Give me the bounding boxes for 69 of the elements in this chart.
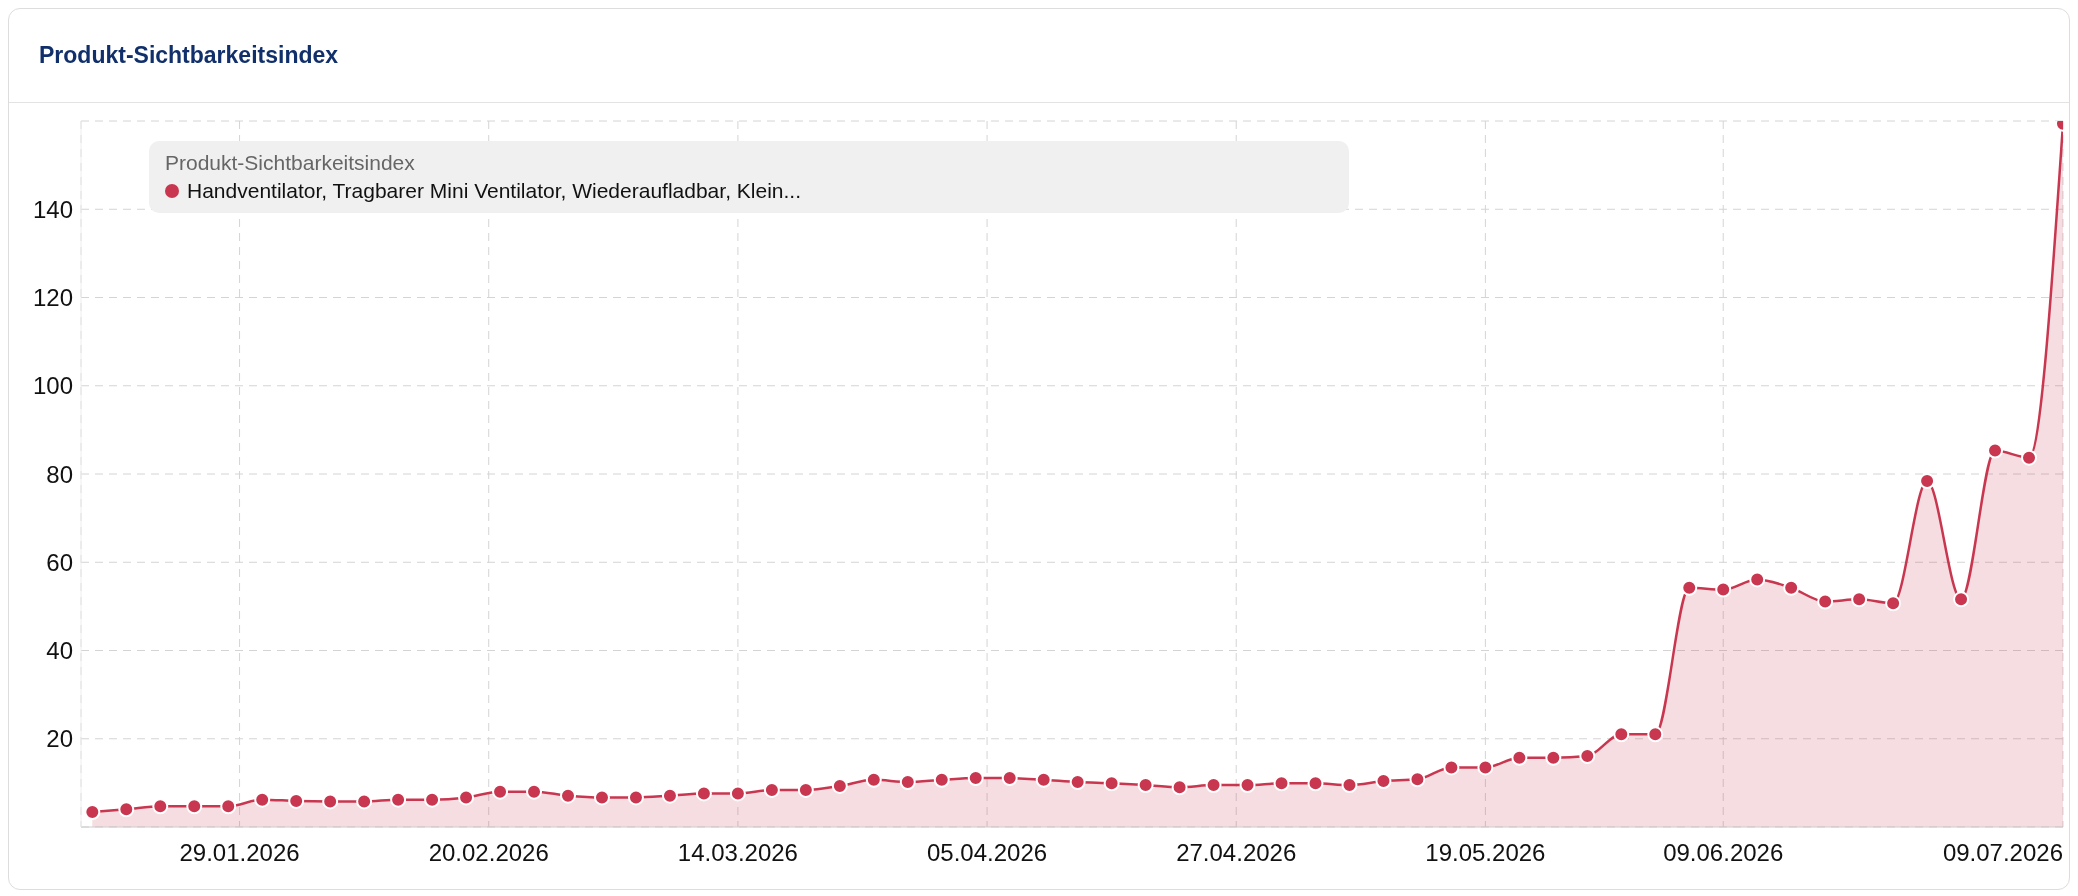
legend-label: Handventilator, Tragbarer Mini Ventilator, Wiederaufladbar, Klein... — [187, 179, 802, 203]
point — [118, 801, 135, 818]
point — [1749, 571, 1766, 588]
point — [84, 804, 101, 820]
point — [1987, 442, 2004, 459]
point — [1443, 759, 1460, 776]
point — [933, 771, 950, 788]
point — [1341, 777, 1358, 794]
point — [1817, 593, 1834, 610]
x-tick-label: 14.03.2026 — [677, 839, 798, 866]
point — [1273, 775, 1290, 792]
x-tick-label: 09.07.2026 — [1942, 839, 2063, 866]
x-tick-label: 29.01.2026 — [179, 839, 300, 866]
point — [1307, 775, 1324, 792]
point — [1205, 777, 1222, 794]
x-tick-label: 05.04.2026 — [926, 839, 1048, 866]
x-tick-label: 09.06.2026 — [1663, 839, 1784, 866]
point — [1035, 771, 1052, 788]
point — [627, 789, 644, 806]
point — [2021, 449, 2038, 466]
y-tick-label: 120 — [32, 284, 73, 312]
point — [1171, 779, 1188, 796]
point — [1409, 771, 1426, 788]
point — [1953, 591, 1970, 608]
point — [661, 787, 678, 804]
point — [729, 785, 746, 802]
legend-title: Produkt-Sichtbarkeitsindex — [165, 151, 416, 175]
point — [1103, 775, 1120, 792]
x-tick-label: 19.05.2026 — [1425, 839, 1546, 866]
point — [1715, 581, 1732, 598]
point — [1647, 726, 1664, 743]
point — [1613, 726, 1630, 743]
legend-panel: Produkt-Sichtbarkeitsindex Handventilator, Tragbarer Mini Ventilator, Wiederaufladbar, Klein... — [149, 141, 1349, 213]
point — [322, 793, 339, 810]
chart-title: Produkt-Sichtbarkeitsindex — [39, 42, 339, 69]
point — [1137, 777, 1154, 794]
point — [593, 789, 610, 806]
point — [458, 789, 475, 806]
point — [865, 771, 882, 788]
point — [1681, 579, 1698, 596]
point — [424, 791, 441, 808]
point — [1545, 749, 1562, 766]
y-tick-label: 60 — [46, 548, 73, 576]
x-tick-label: 27.04.2026 — [1176, 839, 1297, 866]
point — [1851, 591, 1868, 608]
y-tick-label: 20 — [46, 725, 73, 753]
point — [186, 798, 203, 815]
y-tick-label: 80 — [46, 460, 73, 488]
point — [1001, 770, 1018, 787]
point — [390, 791, 407, 808]
point — [526, 783, 543, 800]
point — [1885, 595, 1902, 612]
point — [1511, 749, 1528, 766]
x-tick-label: 20.02.2026 — [428, 839, 549, 866]
point — [220, 798, 237, 815]
point — [560, 787, 577, 804]
point — [152, 798, 169, 815]
point — [1239, 777, 1256, 794]
point — [254, 791, 271, 808]
y-tick-label: 140 — [32, 195, 73, 223]
point — [492, 783, 509, 800]
point — [695, 785, 712, 802]
point — [1375, 773, 1392, 790]
y-tick-label: 100 — [32, 372, 73, 400]
y-tick-label: 40 — [46, 637, 73, 665]
point — [356, 793, 373, 810]
point — [1783, 579, 1800, 596]
point — [967, 770, 984, 787]
point — [1477, 759, 1494, 776]
